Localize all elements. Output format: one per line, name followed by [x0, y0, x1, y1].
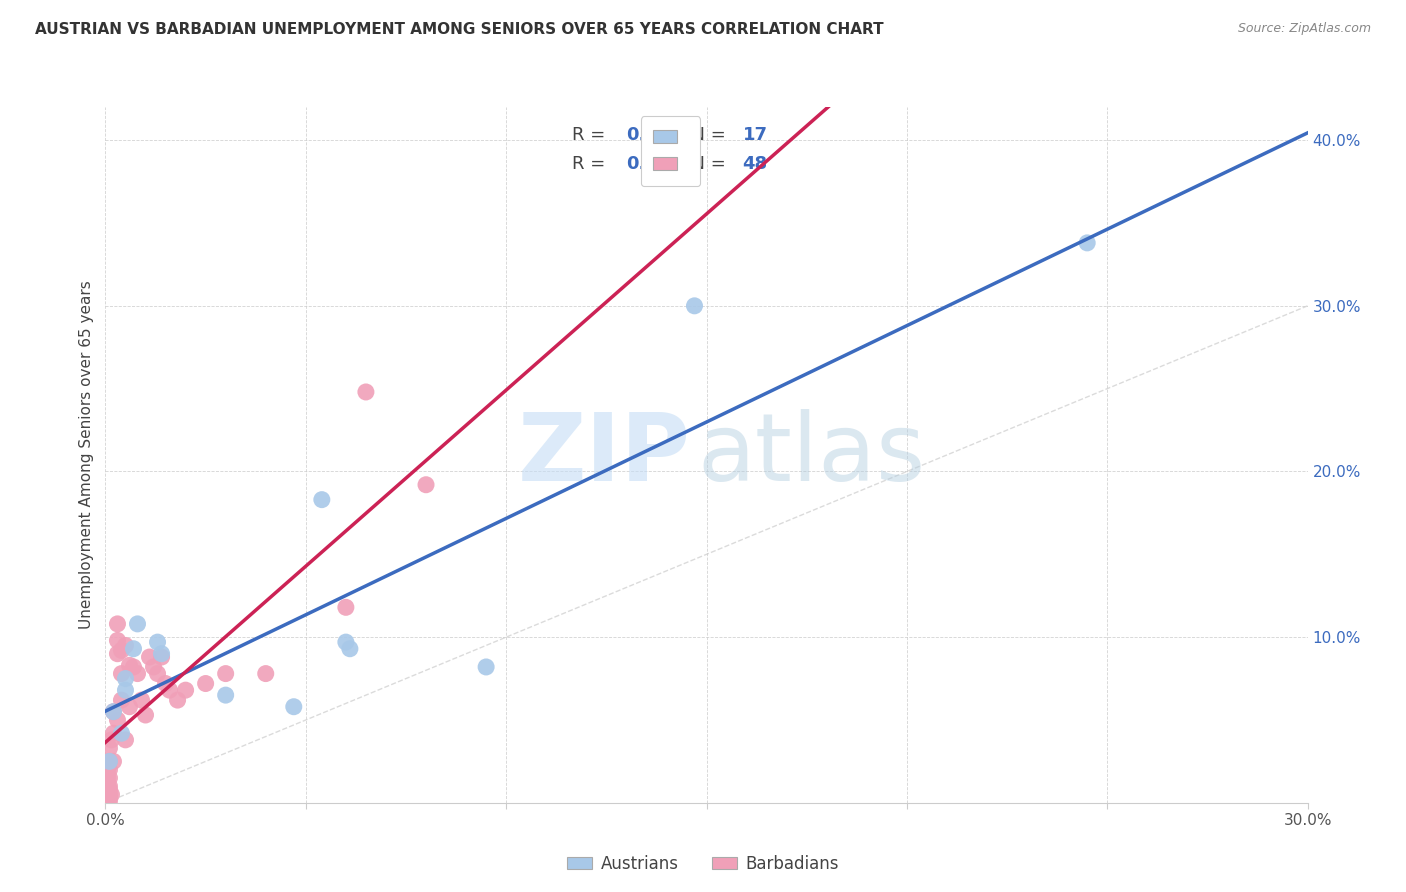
Point	[131, 693, 153, 707]
Point	[254, 666, 277, 681]
Text: 0.583: 0.583	[626, 155, 683, 173]
Point	[100, 788, 122, 802]
Point	[107, 616, 129, 631]
Text: 17: 17	[742, 126, 768, 144]
Text: R =: R =	[572, 126, 610, 144]
Point	[114, 683, 136, 698]
Point	[98, 771, 121, 785]
Point	[335, 600, 357, 615]
Point	[98, 782, 121, 797]
Point	[96, 763, 118, 777]
Point	[107, 633, 129, 648]
Point	[683, 299, 706, 313]
Point	[114, 732, 136, 747]
Point	[354, 384, 377, 399]
Point	[142, 660, 165, 674]
Point	[98, 790, 121, 805]
Point	[110, 726, 132, 740]
Text: N =: N =	[681, 126, 731, 144]
Point	[127, 666, 149, 681]
Point	[146, 635, 169, 649]
Point	[98, 763, 121, 777]
Point	[110, 693, 132, 707]
Text: 0.142: 0.142	[626, 126, 683, 144]
Point	[98, 755, 121, 769]
Point	[146, 666, 169, 681]
Point	[98, 779, 121, 793]
Point	[98, 741, 121, 756]
Point	[475, 660, 498, 674]
Point	[103, 705, 125, 719]
Legend: Austrians, Barbadians: Austrians, Barbadians	[561, 848, 845, 880]
Point	[110, 666, 132, 681]
Point	[122, 660, 145, 674]
Point	[415, 477, 437, 491]
Point	[135, 708, 157, 723]
Point	[138, 650, 160, 665]
Point	[335, 635, 357, 649]
Point	[96, 771, 118, 785]
Point	[166, 693, 188, 707]
Point	[118, 658, 141, 673]
Point	[98, 755, 121, 769]
Text: atlas: atlas	[697, 409, 925, 501]
Point	[114, 672, 136, 686]
Text: R =: R =	[572, 155, 610, 173]
Point	[159, 683, 181, 698]
Point	[214, 666, 236, 681]
Point	[103, 726, 125, 740]
Point	[150, 647, 173, 661]
Text: N =: N =	[681, 155, 731, 173]
Legend: , : ,	[641, 116, 700, 186]
Point	[110, 643, 132, 657]
Text: Source: ZipAtlas.com: Source: ZipAtlas.com	[1237, 22, 1371, 36]
Point	[311, 492, 333, 507]
Text: 48: 48	[742, 155, 768, 173]
Text: AUSTRIAN VS BARBADIAN UNEMPLOYMENT AMONG SENIORS OVER 65 YEARS CORRELATION CHART: AUSTRIAN VS BARBADIAN UNEMPLOYMENT AMONG…	[35, 22, 884, 37]
Point	[122, 641, 145, 656]
Point	[127, 616, 149, 631]
Y-axis label: Unemployment Among Seniors over 65 years: Unemployment Among Seniors over 65 years	[79, 281, 94, 629]
Point	[283, 699, 305, 714]
Text: ZIP: ZIP	[517, 409, 690, 501]
Point	[174, 683, 197, 698]
Point	[96, 790, 118, 805]
Point	[107, 713, 129, 727]
Point	[103, 705, 125, 719]
Point	[103, 755, 125, 769]
Point	[155, 676, 177, 690]
Point	[100, 732, 122, 747]
Point	[96, 788, 118, 802]
Point	[1076, 235, 1098, 250]
Point	[339, 641, 361, 656]
Point	[150, 650, 173, 665]
Point	[98, 788, 121, 802]
Point	[118, 699, 141, 714]
Point	[107, 647, 129, 661]
Point	[214, 688, 236, 702]
Point	[98, 794, 121, 808]
Point	[194, 676, 217, 690]
Point	[96, 779, 118, 793]
Point	[114, 639, 136, 653]
